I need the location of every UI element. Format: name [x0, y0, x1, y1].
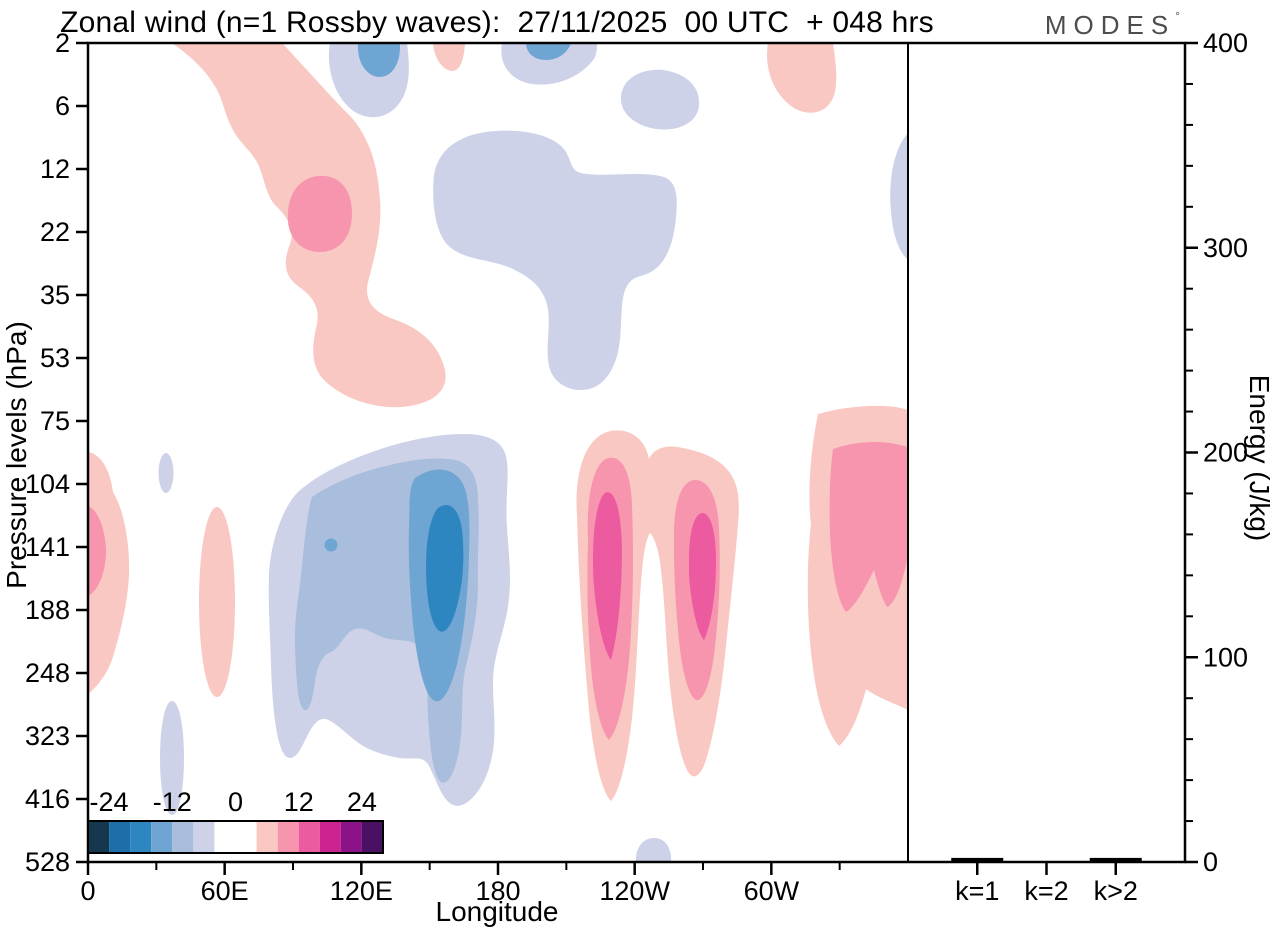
contour-field	[88, 43, 908, 862]
longitude-axis-title: Longitude	[435, 896, 559, 927]
contour-region-bigcell-dot	[324, 538, 338, 552]
colorbar-segment-pink1	[256, 821, 278, 853]
pressure-tick-label: 12	[40, 154, 70, 184]
contour-region-fork-east-core	[689, 513, 716, 640]
contour-region-bottom-blob-center	[635, 838, 672, 862]
colorbar-tick-label: 24	[347, 787, 377, 817]
wavenumber-tick-label: k>2	[1094, 876, 1138, 906]
energy-axis-title: Energy (J/kg)	[1244, 374, 1275, 542]
colorbar-segment-pink3	[298, 821, 320, 853]
pressure-tick-label: 75	[40, 406, 70, 436]
wavenumber-tick-label: k=1	[955, 876, 999, 906]
energy-tick-label: 100	[1203, 642, 1248, 672]
contour-region-tiny-dot-west	[158, 453, 174, 493]
colorbar-segment-blue4	[109, 821, 131, 853]
pressure-tick-label: 2	[55, 28, 70, 58]
contour-region-column-strip-west	[160, 701, 184, 815]
longitude-tick-label: 120W	[599, 876, 670, 906]
contour-region-top-blob-west-core	[357, 43, 400, 77]
contour-region-round-blob-top	[620, 69, 700, 130]
colorbar-segment-blue2	[151, 821, 173, 853]
pressure-tick-label: 416	[25, 784, 70, 814]
colorbar-segment-magenta	[319, 821, 341, 853]
colorbar-tick-label: -24	[90, 787, 129, 817]
longitude-tick-label: 180	[475, 876, 520, 906]
energy-tick-label: 400	[1203, 28, 1248, 58]
pressure-tick-label: 35	[40, 280, 70, 310]
pressure-tick-label: 188	[25, 595, 70, 625]
colorbar-segment-darkpurple	[361, 821, 383, 853]
colorbar-segment-white	[214, 821, 257, 853]
pressure-tick-label: 6	[55, 91, 70, 121]
contour-region-far-west-core	[88, 506, 106, 596]
colorbar-tick-label: 12	[284, 787, 314, 817]
pressure-tick-label: 22	[40, 217, 70, 247]
colorbar-border	[87, 820, 384, 854]
contour-region-column-west-narrow	[199, 507, 235, 697]
contour-region-top-blob-center-outer	[501, 43, 597, 85]
modes-logo-text: MODES	[1044, 10, 1176, 40]
colorbar-segment-navy	[88, 821, 110, 853]
pressure-tick-label: 323	[25, 721, 70, 751]
contour-region-blob-top-east	[767, 43, 837, 113]
contour-region-right-edge-sliver	[890, 133, 908, 260]
longitude-tick-label: 120E	[330, 876, 393, 906]
contour-region-far-east-core	[829, 441, 908, 612]
colorbar-segment-blue3	[130, 821, 152, 853]
wavenumber-tick-label: k=2	[1024, 876, 1068, 906]
energy-bar-k1	[951, 857, 1004, 862]
colorbar-segment-blue1	[172, 821, 194, 853]
energy-tick-label: 300	[1203, 233, 1248, 263]
modes-logo-degree-mark: °	[1175, 9, 1180, 23]
contour-region-column-far-west	[88, 452, 130, 694]
energy-tick-label: 0	[1203, 847, 1218, 877]
contour-region-bigcell-core	[426, 504, 464, 632]
contour-region-sliver-top	[433, 43, 465, 71]
chart-title: Zonal wind (n=1 Rossby waves): 27/11/202…	[60, 6, 934, 39]
contour-region-stratosphere-center	[433, 130, 677, 391]
modes-logo: MODES°	[1045, 9, 1180, 41]
colorbar-segment-purple	[340, 821, 362, 853]
pressure-axis-title: Pressure levels (hPa)	[1, 321, 32, 589]
colorbar-tick-label: -12	[153, 787, 192, 817]
energy-bar-k2	[1089, 857, 1142, 862]
pressure-tick-label: 141	[25, 532, 70, 562]
pressure-tick-label: 53	[40, 343, 70, 373]
colorbar-segment-lav	[193, 821, 215, 853]
longitude-tick-label: 60W	[744, 876, 800, 906]
pressure-tick-label: 104	[25, 469, 70, 499]
pressure-tick-label: 528	[25, 847, 70, 877]
contour-region-top-blob-center-core	[526, 43, 571, 60]
colorbar-tick-label: 0	[228, 787, 243, 817]
pressure-tick-label: 248	[25, 658, 70, 688]
longitude-tick-label: 60E	[201, 876, 249, 906]
contour-region-fork-west-core	[593, 492, 622, 660]
energy-tick-label: 200	[1203, 438, 1248, 468]
colorbar-segment-pink2	[277, 821, 299, 853]
contour-region-band-upper-west-core	[287, 175, 352, 252]
longitude-tick-label: 0	[80, 876, 95, 906]
